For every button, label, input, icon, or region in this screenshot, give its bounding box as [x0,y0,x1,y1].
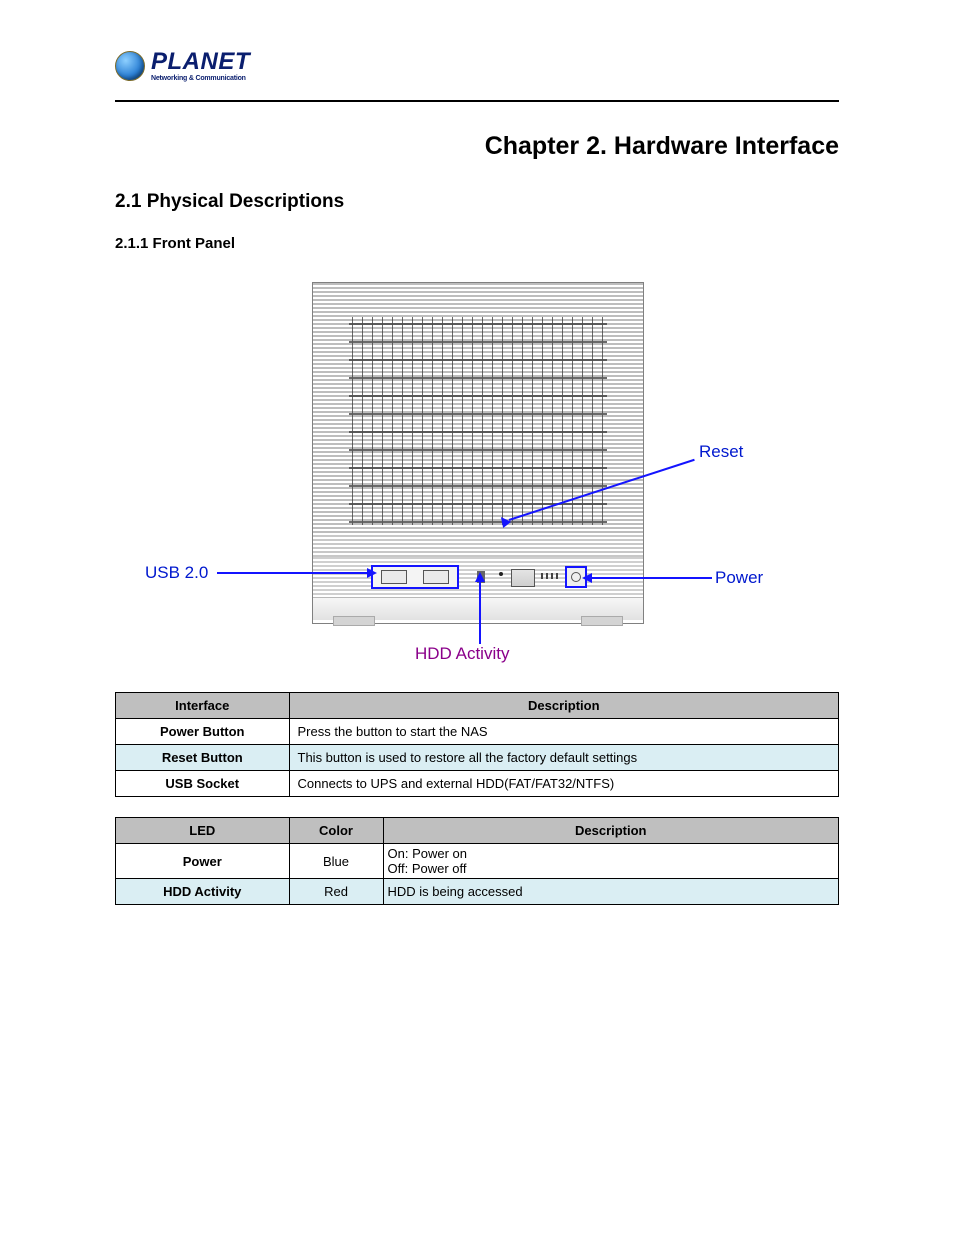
brand-logo: PLANET Networking & Communication [115,50,839,82]
document-page: PLANET Networking & Communication Chapte… [0,0,954,955]
callout-label-reset: Reset [699,442,743,462]
foot-pad-icon [581,616,623,626]
subsection-title: 2.1.1 Front Panel [115,235,839,252]
row-header: Power [116,844,290,879]
led-table: LED Color Description PowerBlueOn: Power… [115,817,839,905]
row-cell: Red [289,879,383,905]
mid-strip [313,535,643,558]
front-panel-diagram: Reset USB 2.0 Power HDD Activity [137,282,817,672]
row-header: Power Button [116,719,290,745]
table-row: USB SocketConnects to UPS and external H… [116,771,839,797]
vent-area [313,283,643,536]
interface-table: Interface Description Power ButtonPress … [115,692,839,797]
table-header: Description [383,818,839,844]
row-header: HDD Activity [116,879,290,905]
brand-name: PLANET [151,50,250,74]
brand-tagline: Networking & Communication [151,75,250,82]
row-cell: This button is used to restore all the f… [289,745,838,771]
callout-label-usb: USB 2.0 [145,563,208,583]
device-base [313,597,643,620]
logo-text: PLANET Networking & Communication [151,50,250,82]
arrow-head-icon [475,572,485,582]
row-cell: HDD is being accessed [383,879,839,905]
callout-line [217,572,367,574]
row-header: Reset Button [116,745,290,771]
globe-icon [115,51,145,81]
row-header: USB Socket [116,771,290,797]
callout-line [479,582,481,644]
arrow-head-icon [367,568,377,578]
table-row: Reset ButtonThis button is used to resto… [116,745,839,771]
table-row: HDD ActivityRedHDD is being accessed [116,879,839,905]
table-header: Color [289,818,383,844]
table-header: Interface [116,693,290,719]
callout-label-hdd: HDD Activity [415,644,509,664]
table-header: LED [116,818,290,844]
usb-port-icon [381,570,407,584]
callout-line [592,577,712,579]
section-title: 2.1 Physical Descriptions [115,191,839,213]
row-cell: Press the button to start the NAS [289,719,838,745]
row-cell: On: Power on Off: Power off [383,844,839,879]
callout-label-power: Power [715,568,763,588]
foot-pad-icon [333,616,375,626]
vent-pattern [349,317,607,525]
vent-dots-icon [541,573,559,579]
usb-port-icon [423,570,449,584]
arrow-head-icon [582,573,592,583]
port-icon [511,569,535,587]
page-header: PLANET Networking & Communication [115,50,839,102]
usb-group-box [371,565,459,589]
table-row: Power ButtonPress the button to start th… [116,719,839,745]
table-header: Description [289,693,838,719]
row-cell: Connects to UPS and external HDD(FAT/FAT… [289,771,838,797]
chapter-title: Chapter 2. Hardware Interface [115,132,839,161]
table-row: PowerBlueOn: Power on Off: Power off [116,844,839,879]
reset-pinhole-icon [499,572,503,576]
row-cell: Blue [289,844,383,879]
